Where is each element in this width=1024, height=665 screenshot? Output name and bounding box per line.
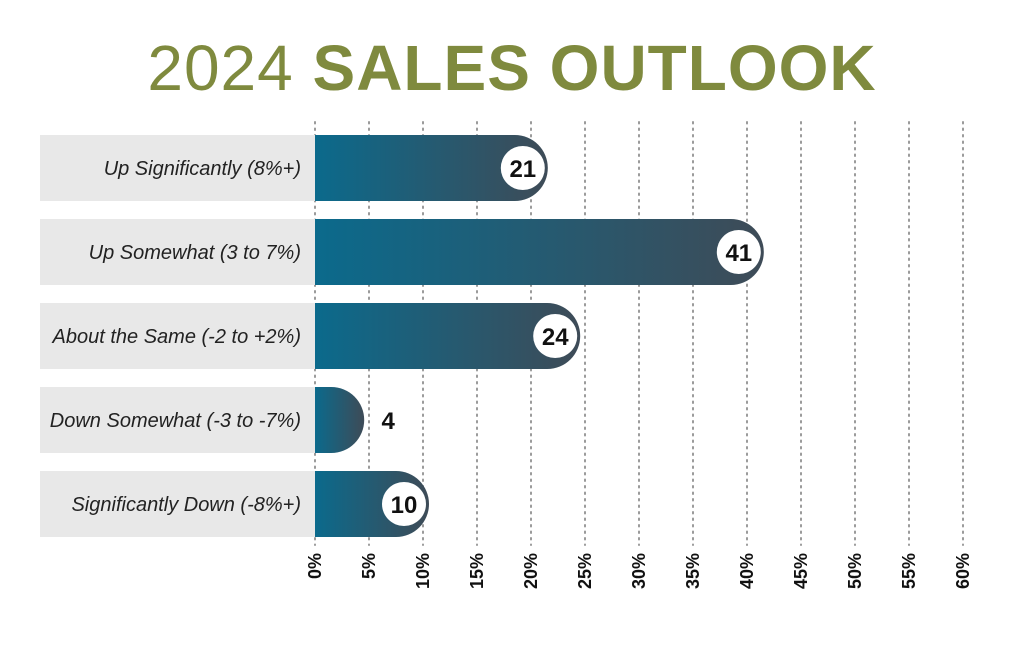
x-tick-label: 50% <box>845 553 865 589</box>
category-label: About the Same (-2 to +2%) <box>52 326 301 348</box>
category-label-bg <box>40 387 315 453</box>
category-label: Significantly Down (-8%+) <box>71 494 301 516</box>
x-tick-label: 5% <box>359 553 379 579</box>
x-tick-label: 0% <box>305 553 325 579</box>
value-label: 4 <box>382 408 396 435</box>
category-label: Up Somewhat (3 to 7%) <box>89 242 301 264</box>
value-label: 10 <box>391 492 418 519</box>
category-label: Up Significantly (8%+) <box>104 158 301 180</box>
value-label: 41 <box>725 240 752 267</box>
value-badge <box>500 146 545 190</box>
x-tick-label: 60% <box>953 553 973 589</box>
bar <box>315 219 764 285</box>
bars: 21 41 24 4 10 <box>315 135 764 537</box>
value-badge <box>382 482 426 526</box>
bar <box>315 387 365 453</box>
x-tick-label: 20% <box>521 553 541 589</box>
value-label: 24 <box>542 324 569 351</box>
category-label-bg <box>40 219 315 285</box>
x-tick-label: 40% <box>737 553 757 589</box>
x-tick-label: 15% <box>467 553 487 589</box>
value-badge <box>533 314 578 358</box>
category-labels: Up Significantly (8%+) Up Somewhat (3 to … <box>40 135 315 537</box>
value-badge <box>716 230 761 274</box>
category-label-bg <box>40 303 315 369</box>
x-tick-label: 45% <box>791 553 811 589</box>
x-tick-label: 55% <box>899 553 919 589</box>
x-tick-label: 10% <box>413 553 433 589</box>
value-label: 21 <box>509 156 536 183</box>
category-label-bg <box>40 135 315 201</box>
x-tick-label: 35% <box>683 553 703 589</box>
category-label: Down Somewhat (-3 to -7%) <box>50 410 301 432</box>
x-axis-ticks: 0% 5% 10% 15% 20% 25% 30% 35% 40% 45% 50% 55% 60% <box>305 553 973 589</box>
bar <box>315 135 548 201</box>
title-main: SALES OUTLOOK <box>312 32 877 104</box>
x-tick-label: 25% <box>575 553 595 589</box>
chart-title: 2024 SALES OUTLOOK <box>0 30 1024 106</box>
x-tick-label: 30% <box>629 553 649 589</box>
category-label-bg <box>40 471 315 537</box>
bar <box>315 303 581 369</box>
gridlines <box>314 121 964 546</box>
title-year: 2024 <box>147 32 294 104</box>
